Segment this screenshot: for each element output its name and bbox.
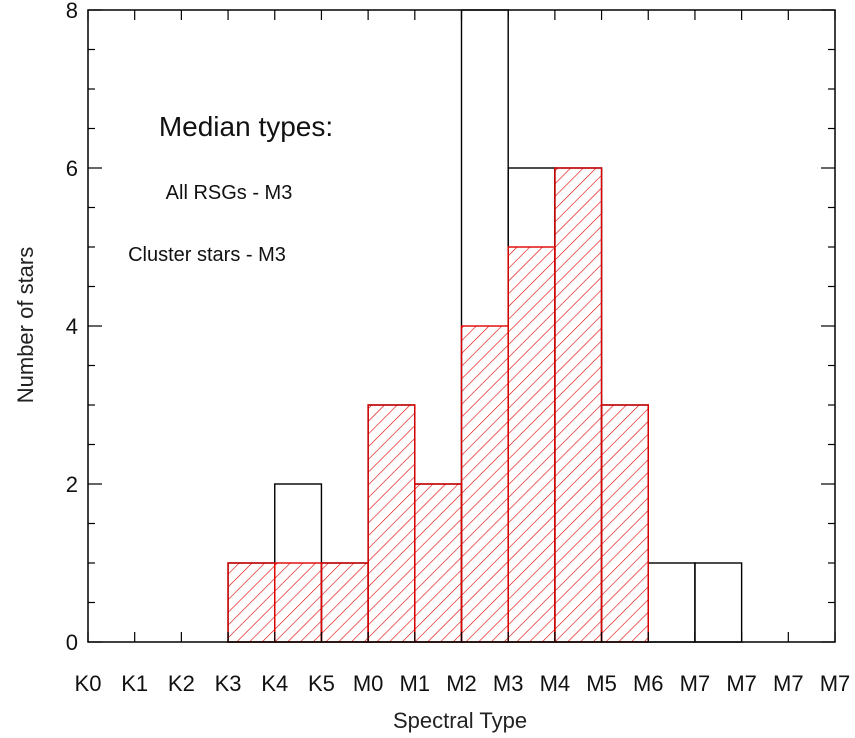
x-tick-label: M5 bbox=[586, 671, 617, 696]
x-tick-label: M0 bbox=[353, 671, 384, 696]
y-tick-labels: 0 2 4 6 8 bbox=[66, 0, 78, 655]
y-tick-label: 6 bbox=[66, 156, 78, 181]
x-tick-label: M7 bbox=[820, 671, 851, 696]
x-tick-label: M4 bbox=[540, 671, 571, 696]
x-tick-label: M7 bbox=[726, 671, 757, 696]
x-tick-labels: K0 K1 K2 K3 K4 K5 M0 M1 M2 M3 M4 M5 M6 M7 M7 M7 M7 bbox=[75, 671, 851, 696]
cluster-stars-bar-6 bbox=[368, 405, 415, 642]
x-tick-label: M3 bbox=[493, 671, 524, 696]
cluster-stars-bar-7 bbox=[414, 484, 462, 642]
y-tick-label: 8 bbox=[66, 0, 78, 23]
y-tick-label: 2 bbox=[66, 472, 78, 497]
axis-ticks bbox=[87, 9, 836, 643]
all-rsgs-bar-13 bbox=[694, 562, 743, 643]
cluster-stars-bar-5 bbox=[321, 563, 369, 642]
cluster-stars-series bbox=[228, 168, 649, 642]
x-tick-label: K4 bbox=[261, 671, 288, 696]
annotation-all-rsgs: All RSGs - M3 bbox=[166, 182, 293, 204]
y-tick-label: 4 bbox=[66, 314, 78, 339]
cluster-stars-bar-4 bbox=[274, 563, 322, 642]
all-rsgs-bar-12 bbox=[647, 562, 696, 643]
x-axis-title: Spectral Type bbox=[393, 708, 527, 733]
x-tick-label: M7 bbox=[680, 671, 711, 696]
cluster-stars-bar-9 bbox=[508, 247, 555, 642]
x-tick-label: M7 bbox=[773, 671, 804, 696]
x-tick-label: K3 bbox=[215, 671, 242, 696]
x-tick-label: K2 bbox=[168, 671, 195, 696]
cluster-stars-bar-11 bbox=[601, 405, 649, 642]
x-tick-label: K5 bbox=[308, 671, 335, 696]
x-tick-label: K1 bbox=[121, 671, 148, 696]
annotation-title: Median types: bbox=[159, 111, 333, 142]
y-tick-label: 0 bbox=[66, 630, 78, 655]
cluster-stars-bar-10 bbox=[554, 168, 602, 642]
cluster-stars-bar-3 bbox=[228, 563, 275, 642]
y-axis-title: Number of stars bbox=[13, 247, 38, 404]
x-tick-label: K0 bbox=[75, 671, 102, 696]
cluster-stars-bar-8 bbox=[461, 326, 509, 642]
x-tick-label: M1 bbox=[400, 671, 431, 696]
annotation-cluster-stars: Cluster stars - M3 bbox=[128, 244, 286, 266]
x-tick-label: M6 bbox=[633, 671, 664, 696]
x-tick-label: M2 bbox=[446, 671, 477, 696]
